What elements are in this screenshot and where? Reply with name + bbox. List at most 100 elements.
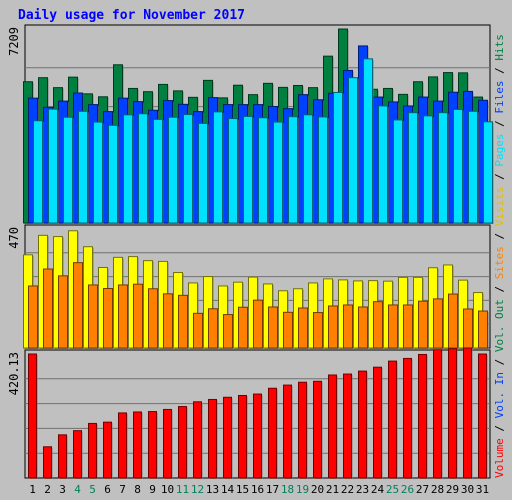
bar-sites-day-5 — [88, 284, 99, 349]
x-tick-label: 22 — [341, 483, 354, 496]
bar-pages-day-12 — [198, 122, 209, 224]
bar-volume-day-13 — [208, 398, 218, 479]
bar-pages-day-2 — [48, 108, 59, 224]
bar-pages-day-29 — [453, 108, 464, 224]
bar-pages-day-17 — [273, 121, 284, 224]
bar-volume-day-29 — [448, 348, 458, 479]
bar-pages-day-10 — [168, 116, 179, 224]
bar-pages-day-14 — [228, 118, 239, 224]
bar-sites-day-27 — [418, 300, 429, 349]
bar-pages-day-19 — [303, 114, 314, 224]
x-tick-label: 16 — [251, 483, 264, 496]
legend-item-volume: Volume — [493, 438, 506, 478]
bar-pages-day-1 — [33, 120, 44, 224]
legend-separator: / — [493, 279, 506, 299]
bar-pages-day-20 — [318, 116, 329, 224]
bar-pages-day-8 — [138, 113, 149, 224]
bar-volume-day-3 — [58, 434, 68, 479]
bar-sites-day-24 — [373, 301, 384, 349]
bar-sites-day-29 — [448, 293, 459, 349]
bar-sites-day-23 — [358, 306, 369, 349]
bar-volume-day-12 — [193, 401, 203, 479]
bar-pages-day-24 — [378, 105, 389, 224]
legend-item-files: Files — [493, 81, 506, 114]
x-tick-label: 9 — [149, 483, 156, 496]
bar-sites-day-3 — [58, 275, 69, 349]
x-tick-label: 28 — [431, 483, 444, 496]
bar-volume-day-20 — [313, 380, 323, 479]
bar-pages-day-4 — [78, 110, 89, 224]
bar-sites-day-30 — [463, 308, 474, 349]
x-tick-label: 25 — [386, 483, 399, 496]
bar-volume-day-30 — [463, 347, 473, 479]
x-tick-label: 29 — [446, 483, 459, 496]
x-tick-label: 26 — [401, 483, 414, 496]
bar-sites-day-25 — [388, 304, 399, 349]
bar-pages-day-21 — [333, 91, 344, 224]
legend-item-pages: Pages — [493, 134, 506, 167]
bar-pages-day-28 — [438, 112, 449, 224]
bar-volume-day-28 — [433, 349, 443, 479]
bar-sites-day-15 — [238, 306, 249, 349]
bar-pages-day-22 — [348, 77, 359, 225]
legend-item-hits: Hits — [493, 34, 506, 61]
bar-volume-day-1 — [28, 353, 38, 479]
bar-pages-day-9 — [153, 118, 164, 224]
legend-separator: / — [493, 418, 506, 438]
x-tick-label: 2 — [44, 483, 51, 496]
bar-volume-day-5 — [88, 422, 98, 479]
x-tick-label: 23 — [356, 483, 369, 496]
bar-pages-day-18 — [288, 116, 299, 224]
bar-volume-day-18 — [283, 384, 293, 479]
panel-volume: 420.13 — [7, 347, 491, 479]
x-tick-label: 21 — [326, 483, 339, 496]
x-tick-label: 13 — [206, 483, 219, 496]
legend-separator: / — [493, 352, 506, 372]
bar-pages-day-31 — [483, 121, 494, 224]
bar-sites-day-10 — [163, 293, 174, 349]
x-tick-label: 1 — [29, 483, 36, 496]
panel-hits-files-pages: 7209 — [7, 24, 494, 225]
bar-sites-day-1 — [28, 285, 39, 349]
bar-pages-day-23 — [363, 58, 374, 224]
bar-volume-day-19 — [298, 381, 308, 479]
bar-sites-day-20 — [313, 312, 324, 349]
legend-separator: / — [493, 114, 506, 134]
bar-sites-day-19 — [298, 307, 309, 349]
bar-volume-day-23 — [358, 370, 368, 479]
bar-volume-day-7 — [118, 412, 128, 479]
chart-title: Daily usage for November 2017 — [18, 8, 245, 23]
bar-volume-day-25 — [388, 360, 398, 479]
x-tick-label: 27 — [416, 483, 429, 496]
legend-item-visits: Visits — [493, 187, 506, 227]
bar-pages-day-11 — [183, 114, 194, 224]
bar-sites-day-6 — [103, 288, 114, 349]
x-tick-label: 12 — [191, 483, 204, 496]
bar-sites-day-17 — [268, 306, 279, 349]
bar-volume-day-31 — [478, 353, 488, 479]
bar-pages-day-15 — [243, 115, 254, 224]
legend-item-vol-out: Vol. Out — [493, 299, 506, 352]
bar-sites-day-28 — [433, 298, 444, 349]
x-tick-label: 11 — [176, 483, 189, 496]
x-tick-label: 18 — [281, 483, 294, 496]
legend-separator: / — [493, 226, 506, 246]
bar-sites-day-26 — [403, 304, 414, 349]
bar-volume-day-9 — [148, 411, 158, 479]
bar-volume-day-14 — [223, 396, 233, 479]
bar-sites-day-14 — [223, 314, 234, 349]
bar-sites-day-31 — [478, 310, 489, 349]
x-tick-label: 10 — [161, 483, 174, 496]
x-tick-label: 20 — [311, 483, 324, 496]
y-max-label: 7209 — [7, 27, 21, 56]
bar-pages-day-26 — [408, 112, 419, 224]
bar-pages-day-6 — [108, 124, 119, 224]
right-legend: Volume / Vol. In / Vol. Out / Sites / Vi… — [493, 34, 506, 478]
bar-volume-day-15 — [238, 394, 248, 479]
bar-sites-day-21 — [328, 305, 339, 349]
x-tick-label: 6 — [104, 483, 111, 496]
x-tick-label: 5 — [89, 483, 96, 496]
bar-sites-day-7 — [118, 284, 129, 349]
bar-volume-day-10 — [163, 408, 173, 479]
